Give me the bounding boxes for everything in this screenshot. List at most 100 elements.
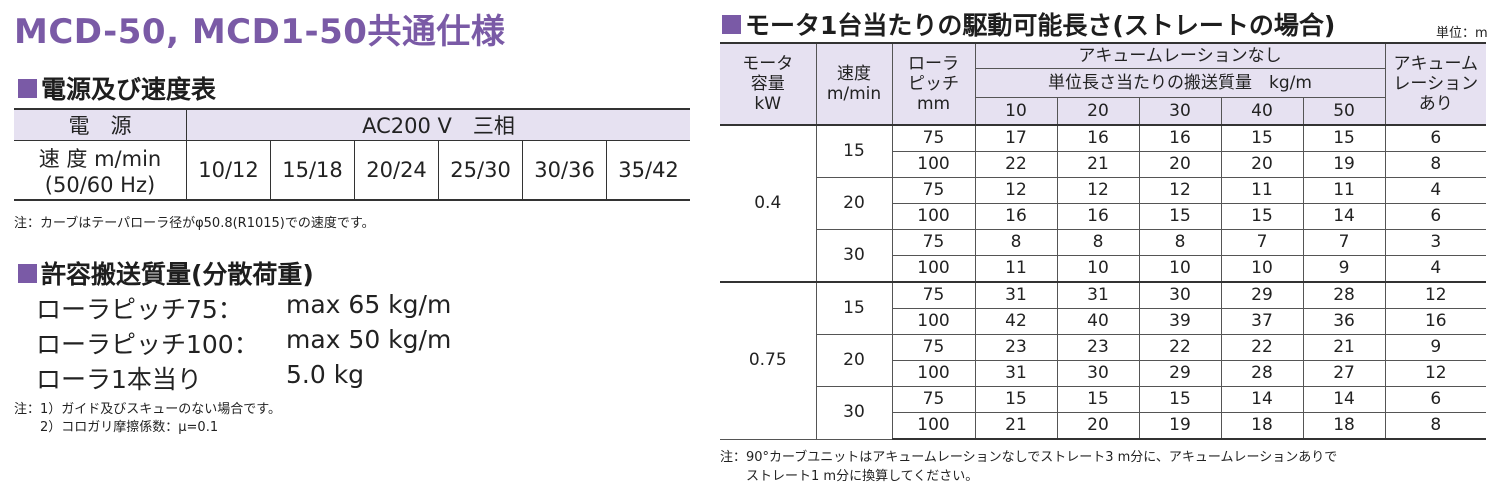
motor-cell: 0.75 xyxy=(720,281,817,440)
speed-cell: 20 xyxy=(816,334,893,387)
capacity-label: ローラピッチ75： xyxy=(36,295,243,324)
value-cell: 14 xyxy=(1220,386,1304,413)
capacity-label: ローラ1本当り xyxy=(36,365,202,394)
value-cell: 23 xyxy=(974,334,1058,361)
value-cell: 15 xyxy=(974,386,1058,413)
speed-cell: 15 xyxy=(815,281,893,335)
accum-cell: 8 xyxy=(1384,151,1487,178)
pitch-cell: 100 xyxy=(892,203,976,230)
pitch-header-line: ピッチ xyxy=(908,74,959,94)
value-cell: 28 xyxy=(1220,360,1304,387)
value-cell: 11 xyxy=(1220,177,1304,204)
value-cell: 22 xyxy=(974,151,1058,178)
value-cell: 11 xyxy=(1302,177,1386,204)
accum-cell: 6 xyxy=(1384,203,1487,230)
speed-cell: 10/12 xyxy=(185,140,271,201)
drive-table-body: 0.4 15 75 17 16 16 15 15 6 100 22 21 20 20 19 8 20 75 12 12… xyxy=(720,124,1487,440)
accum-cell: 9 xyxy=(1384,334,1487,361)
accum-cell: 6 xyxy=(1384,124,1487,152)
speed-cell: 15/18 xyxy=(270,140,355,201)
value-cell: 21 xyxy=(974,412,1058,440)
value-cell: 16 xyxy=(1056,203,1140,230)
capacity-section-heading: 許容搬送質量(分散荷重) xyxy=(18,255,314,291)
value-cell: 19 xyxy=(1138,412,1222,440)
pitch-cell: 100 xyxy=(892,308,976,335)
drive-note-2: ストレート1 m分に換算してください。 xyxy=(720,469,979,484)
value-cell: 29 xyxy=(1138,360,1222,387)
capacity-note-1: 注：1）ガイド及びスキューのない場合です。 xyxy=(14,402,281,417)
value-cell: 15 xyxy=(1302,124,1386,152)
value-cell: 17 xyxy=(974,124,1058,152)
value-cell: 22 xyxy=(1220,334,1304,361)
motor-cell: 0.4 xyxy=(720,124,817,283)
pitch-cell: 100 xyxy=(892,360,976,387)
table-row: 100 11 10 10 10 9 4 xyxy=(720,255,1487,283)
capacity-label: ローラピッチ100： xyxy=(36,330,259,359)
value-cell: 31 xyxy=(974,281,1058,309)
square-bullet-icon xyxy=(18,78,37,98)
value-cell: 20 xyxy=(1220,151,1304,178)
value-cell: 30 xyxy=(1056,360,1140,387)
power-row: 電 源 AC200 V 三相 xyxy=(14,108,690,141)
speed-label-line1: 速 度 m/min xyxy=(38,147,162,171)
accum-header-line: レーション xyxy=(1393,74,1479,94)
mass-col-header: 20 xyxy=(1056,97,1140,126)
value-cell: 40 xyxy=(1056,308,1140,335)
drive-section-title: モータ1台当たりの駆動可能長さ(ストレートの場合) xyxy=(745,11,1336,40)
value-cell: 18 xyxy=(1302,412,1386,440)
mass-col-header: 30 xyxy=(1138,97,1222,126)
speed-label: 速 度 m/min (50/60 Hz) xyxy=(14,140,187,201)
unit-label: 単位：m xyxy=(1436,26,1488,41)
value-cell: 18 xyxy=(1220,412,1304,440)
accum-header-line: あり xyxy=(1418,94,1453,114)
capacity-note-2: 2）コロガリ摩擦係数：μ=0.1 xyxy=(14,420,219,435)
speed-cell: 30/36 xyxy=(522,140,607,201)
value-cell: 28 xyxy=(1302,281,1386,309)
power-note: 注：カーブはテーパローラ径がφ50.8(R1015)での速度です。 xyxy=(14,216,375,231)
accum-cell: 12 xyxy=(1384,360,1487,387)
accum-header-line: アキューム xyxy=(1393,54,1479,74)
value-cell: 22 xyxy=(1138,334,1222,361)
value-cell: 14 xyxy=(1302,203,1386,230)
value-cell: 21 xyxy=(1056,151,1140,178)
accum-cell: 8 xyxy=(1384,412,1487,440)
value-cell: 15 xyxy=(1138,203,1222,230)
accum-cell: 4 xyxy=(1384,177,1487,204)
value-cell: 20 xyxy=(1138,151,1222,178)
power-value: AC200 V 三相 xyxy=(186,108,690,141)
mass-col-header: 40 xyxy=(1220,97,1304,126)
header-row-3: 10 20 30 40 50 xyxy=(720,97,1486,126)
value-cell: 15 xyxy=(1220,203,1304,230)
mass-header: 単位長さ当たりの搬送質量 kg/m xyxy=(975,68,1386,98)
speed-cell: 20 xyxy=(816,177,893,230)
pitch-header-line: ローラ xyxy=(908,54,959,74)
speed-header: 速度 m/min xyxy=(815,42,893,126)
value-cell: 15 xyxy=(1056,386,1140,413)
pitch-cell: 100 xyxy=(892,255,976,283)
speed-cell: 30 xyxy=(816,386,893,440)
value-cell: 16 xyxy=(1056,124,1140,152)
table-row: 100 21 20 19 18 18 8 xyxy=(720,412,1487,440)
speed-cell: 30 xyxy=(816,229,893,283)
value-cell: 10 xyxy=(1138,255,1222,283)
drive-section-heading: モータ1台当たりの駆動可能長さ(ストレートの場合) xyxy=(722,6,1335,42)
accum-cell: 16 xyxy=(1384,308,1487,335)
pitch-header: ローラ ピッチ mm xyxy=(891,42,976,126)
value-cell: 10 xyxy=(1056,255,1140,283)
value-cell: 31 xyxy=(1056,281,1140,309)
capacity-value: 5.0 kg xyxy=(286,360,365,389)
drive-note-1: 注：90°カーブユニットはアキュームレーションなしでストレート3 m分に、アキュ… xyxy=(720,450,1338,465)
value-cell: 36 xyxy=(1302,308,1386,335)
pitch-cell: 75 xyxy=(891,281,976,309)
mass-col-header: 10 xyxy=(975,97,1058,126)
motor-header-line: kW xyxy=(754,94,782,114)
motor-header-line: モータ xyxy=(742,54,794,74)
capacity-value: max 50 kg/m xyxy=(286,325,452,354)
value-cell: 15 xyxy=(1220,124,1304,152)
pitch-cell: 75 xyxy=(891,386,976,413)
value-cell: 12 xyxy=(1056,177,1140,204)
value-cell: 7 xyxy=(1302,229,1386,256)
pitch-cell: 100 xyxy=(892,412,976,440)
power-speed-table: 電 源 AC200 V 三相 速 度 m/min (50/60 Hz) 10/1… xyxy=(14,108,690,201)
value-cell: 29 xyxy=(1220,281,1304,309)
